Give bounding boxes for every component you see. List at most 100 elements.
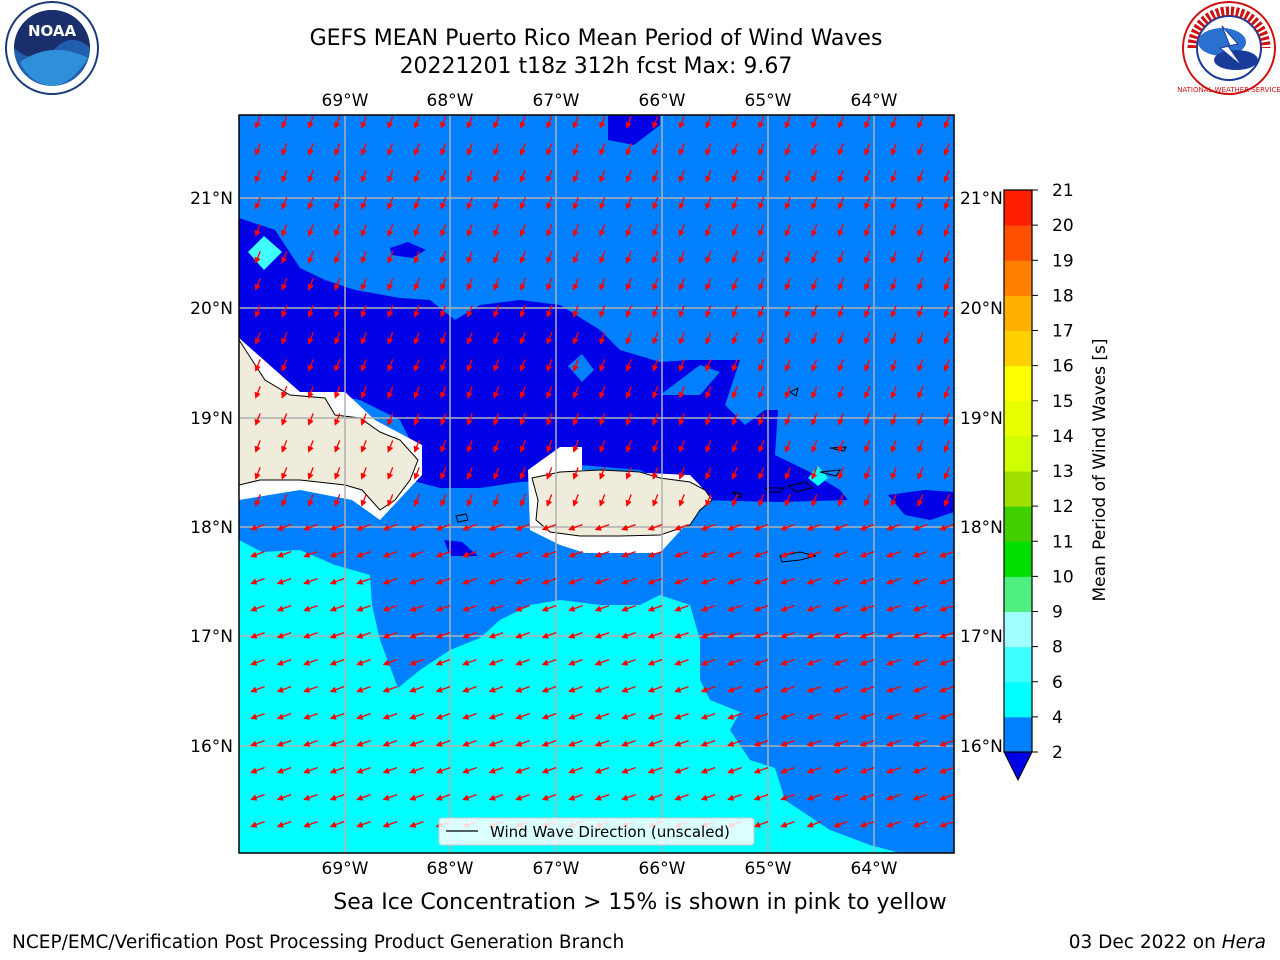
wind-arrow	[276, 577, 292, 585]
wind-arrow	[334, 359, 341, 372]
wind-arrow	[731, 251, 738, 264]
wind-arrow	[254, 305, 261, 318]
wind-arrow	[519, 467, 526, 480]
wind-arrow	[625, 467, 632, 480]
wind-arrow	[276, 631, 292, 639]
wind-arrow	[890, 224, 897, 237]
wind-arrow	[515, 685, 530, 693]
wind-arrow	[674, 577, 689, 585]
wind-arrow	[435, 685, 451, 693]
wind-arrow	[281, 224, 288, 237]
wind-arrow	[705, 386, 712, 399]
wind-arrow	[943, 116, 950, 129]
wind-arrow	[837, 359, 844, 372]
wind-arrow	[753, 577, 769, 585]
wind-arrow	[435, 604, 451, 612]
wind-arrow	[387, 413, 394, 426]
wind-arrow	[837, 467, 844, 480]
wind-arrow	[568, 577, 583, 585]
wind-arrow	[647, 523, 663, 531]
wind-arrow	[541, 577, 557, 585]
wind-arrow	[625, 305, 632, 318]
wind-arrow	[917, 170, 924, 183]
wind-arrow	[674, 766, 689, 774]
wind-arrow	[837, 413, 844, 426]
wind-arrow	[360, 413, 367, 426]
wind-arrow	[652, 359, 659, 372]
wind-arrow	[943, 467, 950, 480]
wind-arrow	[758, 386, 765, 399]
wind-arrow	[462, 739, 477, 747]
wind-arrow	[943, 413, 950, 426]
wind-arrow	[917, 278, 924, 291]
wind-arrow	[334, 386, 341, 399]
wind-arrow	[780, 658, 795, 666]
wind-arrow	[493, 440, 500, 453]
wind-arrow	[281, 197, 288, 210]
wind-arrow	[943, 440, 950, 453]
wind-arrow	[705, 413, 712, 426]
wind-arrow	[837, 305, 844, 318]
wind-arrow	[276, 712, 292, 720]
wind-arrow	[568, 793, 583, 801]
wind-arrow	[515, 793, 530, 801]
wind-arrow	[409, 712, 424, 720]
wind-arrow	[329, 631, 345, 639]
wind-arrow	[382, 820, 398, 828]
wind-arrow	[753, 766, 769, 774]
wind-arrow	[705, 197, 712, 210]
nws-logo-icon: NATIONAL WEATHER SERVICE	[1177, 1, 1280, 95]
wind-arrow	[917, 143, 924, 156]
map-legend: Wind Wave Direction (unscaled)	[438, 817, 755, 846]
wind-arrow	[674, 550, 689, 558]
wind-arrow	[599, 143, 606, 156]
wind-arrow	[594, 523, 610, 531]
wind-arrow	[329, 523, 345, 531]
wind-arrow	[493, 305, 500, 318]
wind-arrow	[519, 278, 526, 291]
wind-arrow	[515, 766, 530, 774]
wind-arrow	[753, 658, 769, 666]
wind-arrow	[780, 712, 795, 720]
lat-labels-left: 21°N 20°N 19°N 18°N 17°N 16°N	[190, 189, 233, 757]
noaa-logo-text: NOAA	[28, 22, 77, 40]
wind-arrow	[541, 550, 557, 558]
colorbar-tick-label: 9	[1052, 603, 1063, 623]
wind-arrow	[784, 116, 791, 129]
wind-arrow	[488, 766, 504, 774]
wind-arrow	[886, 766, 901, 774]
wind-arrow	[546, 440, 553, 453]
wind-arrow	[758, 467, 765, 480]
lon-label: 69°W	[322, 91, 369, 111]
wind-arrow	[758, 251, 765, 264]
wind-arrow	[859, 631, 875, 639]
wind-arrow	[360, 305, 367, 318]
wind-arrow	[572, 305, 579, 318]
wind-arrow	[334, 305, 341, 318]
wind-arrow	[541, 631, 557, 639]
lon-label: 69°W	[322, 859, 369, 879]
wind-arrow	[519, 305, 526, 318]
wind-arrow	[599, 332, 606, 345]
wind-arrow	[917, 305, 924, 318]
wind-arrow	[886, 793, 901, 801]
wind-arrow	[387, 278, 394, 291]
wind-arrow	[360, 359, 367, 372]
wind-arrow	[281, 467, 288, 480]
wind-arrow	[652, 413, 659, 426]
wind-arrow	[440, 197, 447, 210]
wind-arrow	[594, 712, 610, 720]
wind-arrow	[466, 494, 473, 507]
wind-arrow	[621, 739, 636, 747]
wind-arrow	[493, 224, 500, 237]
wind-arrow	[515, 658, 530, 666]
wind-arrow	[864, 143, 871, 156]
wind-arrow	[806, 658, 822, 666]
wind-arrow	[859, 604, 875, 612]
wind-arrow	[758, 359, 765, 372]
wind-arrow	[917, 413, 924, 426]
colorbar-tick-label: 4	[1052, 708, 1063, 728]
wind-arrow	[281, 440, 288, 453]
colorbar-segment	[1004, 681, 1032, 718]
lon-label: 66°W	[639, 859, 686, 879]
